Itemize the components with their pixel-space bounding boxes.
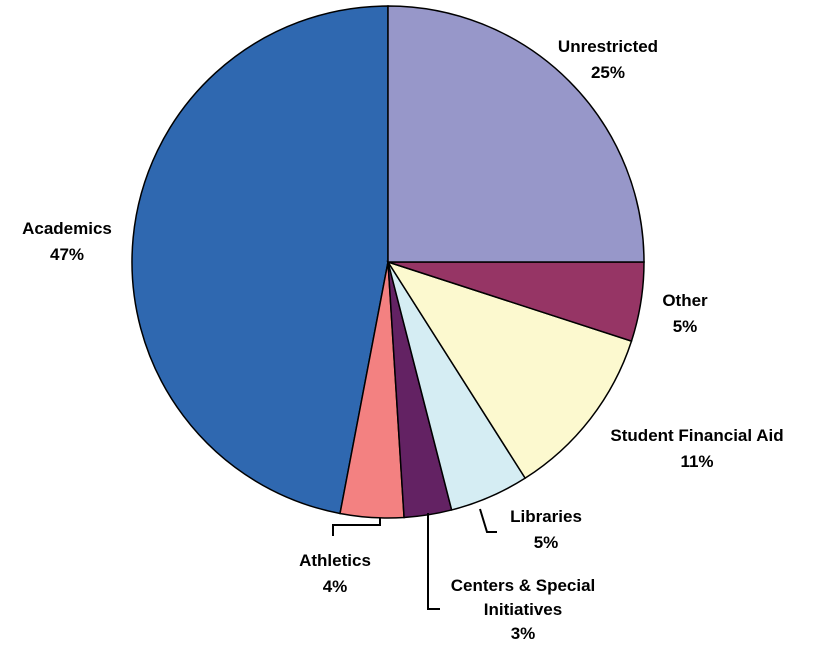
value-label: 47% bbox=[49, 245, 85, 264]
value-label: 5% bbox=[672, 317, 698, 336]
leader-line bbox=[479, 508, 497, 533]
slice-label: Athletics 4% bbox=[299, 548, 371, 600]
category-name: Libraries bbox=[510, 507, 582, 526]
value-label: 3% bbox=[510, 624, 536, 643]
value-label: 25% bbox=[590, 63, 626, 82]
slice-label: Unrestricted 25% bbox=[558, 34, 658, 86]
value-label: 4% bbox=[322, 577, 348, 596]
slice-label: Centers & Special Initiatives 3% bbox=[433, 574, 613, 646]
category-name: Student Financial Aid bbox=[610, 426, 784, 445]
value-label: 11% bbox=[680, 452, 714, 471]
category-name: Athletics bbox=[299, 551, 371, 570]
slice-label: Other 5% bbox=[662, 288, 707, 340]
leader-line bbox=[427, 513, 440, 610]
leader-line bbox=[332, 518, 381, 536]
slice-label: Libraries 5% bbox=[510, 504, 582, 556]
pie-slice bbox=[131, 5, 389, 515]
slice-label: Student Financial Aid 11% bbox=[610, 423, 783, 475]
category-name: Unrestricted bbox=[557, 37, 659, 56]
pie-slice bbox=[387, 5, 645, 263]
slice-label: Academics 47% bbox=[22, 216, 112, 268]
category-name: Centers & Special Initiatives bbox=[450, 576, 596, 619]
value-label: 5% bbox=[533, 533, 559, 552]
pie-slice bbox=[386, 260, 633, 480]
category-name: Academics bbox=[22, 219, 112, 238]
leader-lines bbox=[332, 508, 497, 610]
category-name: Other bbox=[662, 291, 708, 310]
